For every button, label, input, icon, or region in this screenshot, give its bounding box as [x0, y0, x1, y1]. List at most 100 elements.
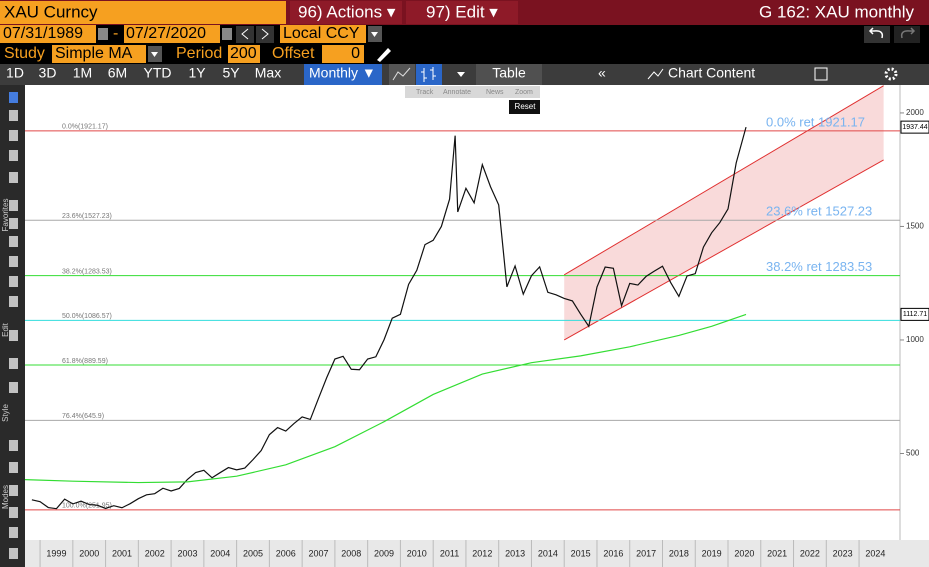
calendar-icon[interactable] [222, 28, 232, 40]
tool-icon[interactable] [9, 296, 18, 307]
x-axis-bar [25, 540, 929, 567]
start-date-field[interactable] [0, 25, 96, 43]
dropdown-arrow [151, 52, 158, 57]
table-button[interactable] [476, 64, 542, 85]
tool-icon[interactable] [9, 440, 18, 451]
bar-chart-button[interactable] [416, 64, 442, 85]
tool-icon[interactable] [9, 256, 18, 267]
tool-text[interactable]: News [486, 89, 504, 96]
frequency: Monthly ▼ [309, 65, 376, 81]
end-date-field[interactable] [124, 25, 220, 43]
range-button[interactable] [135, 64, 179, 85]
study: Simple MA [55, 45, 133, 62]
period-label: Period [176, 45, 222, 62]
pen-icon[interactable] [377, 48, 391, 62]
chart: 500 1000 1500 2000 1999 2000 2001 2002 2003 2004 2… [24, 85, 929, 567]
bar-icon [421, 67, 436, 82]
tool-text[interactable]: Zoom [515, 89, 533, 96]
line-icon [392, 67, 411, 81]
x-tick-label: 2010 [407, 548, 427, 558]
redo-button[interactable] [894, 26, 920, 43]
fib-label: 0.0%(1921.17) [62, 124, 108, 131]
period: 200 [230, 45, 257, 62]
tool-text[interactable]: Annotate [443, 89, 471, 96]
channel-line [563, 85, 884, 276]
x-tick-label: 2013 [505, 548, 525, 558]
x-tick-label: 2008 [341, 548, 361, 558]
edit-button[interactable] [406, 1, 518, 24]
tool-icon[interactable] [9, 485, 18, 496]
tool-icon[interactable] [9, 462, 18, 473]
range-button[interactable] [180, 64, 213, 85]
currency: Local CCY [283, 25, 360, 42]
edit-icon[interactable] [814, 67, 828, 81]
range-button[interactable] [248, 64, 287, 85]
security-field[interactable] [0, 1, 286, 24]
fib-label: 61.8%(889.59) [62, 358, 108, 365]
price-tag [900, 307, 929, 321]
actions-button[interactable] [290, 1, 402, 24]
x-tick-label: 2009 [374, 548, 394, 558]
range-text: Max [255, 65, 281, 81]
settings-icon[interactable] [884, 67, 898, 81]
range-button[interactable] [30, 64, 64, 85]
range-text: 1Y [188, 65, 206, 81]
x-tick-label: 2005 [243, 548, 263, 558]
x-tick-label: 2018 [669, 548, 689, 558]
undo-button[interactable] [864, 26, 890, 43]
plot-area [25, 85, 929, 540]
range-button[interactable] [0, 64, 29, 85]
ret-label: 0.0% ret 1921.17 [766, 114, 865, 129]
tool-icon[interactable] [9, 110, 18, 121]
tool-icon[interactable] [9, 548, 18, 559]
tool-icon[interactable] [9, 172, 18, 183]
collapse-icon[interactable]: « [598, 65, 606, 81]
security-text: XAU Curncy [4, 2, 98, 21]
currency-field[interactable] [280, 25, 366, 43]
x-tick-label: 2003 [177, 548, 197, 558]
dropdown-arrow[interactable] [457, 72, 465, 77]
x-tick-label: 2000 [79, 548, 99, 558]
range-button[interactable] [65, 64, 99, 85]
reset-button[interactable] [509, 100, 540, 114]
tool-icon[interactable] [9, 150, 18, 161]
reset-text: Reset [515, 102, 537, 111]
offset-field[interactable] [322, 45, 364, 63]
tool-icon[interactable] [9, 130, 18, 141]
tool-icon[interactable] [9, 236, 18, 247]
x-tick-label: 2023 [833, 548, 853, 558]
fib-label: 50.0%(1086.57) [62, 313, 112, 320]
tool-text[interactable]: Track [416, 89, 434, 96]
frequency-button[interactable] [304, 64, 382, 85]
chart-content[interactable]: Chart Content [668, 65, 755, 81]
dropdown-arrow [371, 32, 378, 37]
tool-icon[interactable] [9, 200, 18, 211]
x-tick-label: 2019 [702, 548, 722, 558]
ret-label: 38.2% ret 1283.53 [766, 259, 872, 274]
study-field[interactable] [52, 45, 146, 63]
x-tick-label: 2016 [603, 548, 623, 558]
sidebar-label: Style [1, 404, 10, 422]
price-tag-text: 1937.44 [902, 124, 927, 131]
tool-icon[interactable] [9, 330, 18, 341]
tool-icon[interactable] [9, 382, 18, 393]
tool-icon[interactable] [9, 358, 18, 369]
x-tick-label: 2004 [210, 548, 230, 558]
tool-icon[interactable] [9, 527, 18, 538]
tool-icon[interactable] [9, 92, 18, 103]
calendar-icon[interactable] [98, 28, 108, 40]
next-button[interactable] [256, 26, 274, 43]
tool-icon[interactable] [9, 218, 18, 229]
tool-icon[interactable] [9, 507, 18, 518]
line-chart-button[interactable] [389, 64, 415, 85]
tool-buttons: Track Annotate News Zoom [416, 89, 533, 96]
range-button[interactable] [214, 64, 247, 85]
tool-icon[interactable] [9, 276, 18, 287]
overlay-tools [405, 86, 540, 98]
series-line [31, 126, 747, 510]
prev-button[interactable] [236, 26, 254, 43]
range-button[interactable] [100, 64, 134, 85]
period-field[interactable] [228, 45, 260, 63]
end-date: 07/27/2020 [126, 25, 206, 42]
